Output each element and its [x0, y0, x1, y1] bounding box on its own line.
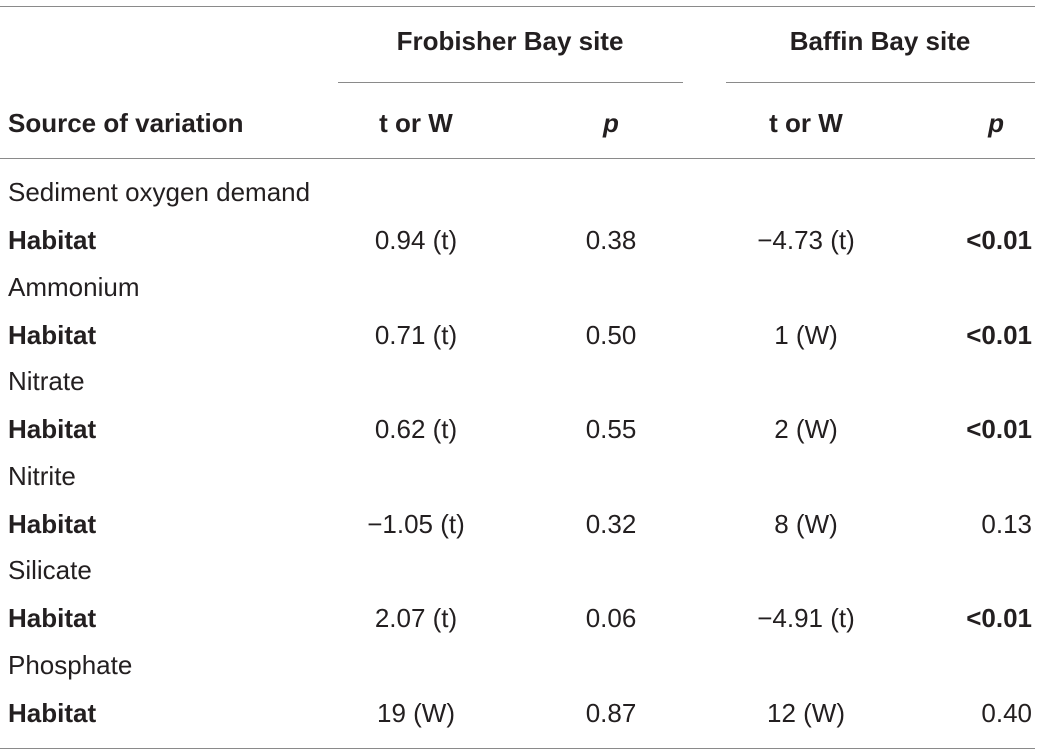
- row-label: Habitat: [8, 225, 97, 255]
- frobisher-p-cell: 0.32: [585, 508, 637, 539]
- baffin-stat-cell: 12 (W): [767, 697, 845, 728]
- baffin-stat-cell: 2 (W): [774, 414, 838, 444]
- section-label: Sediment oxygen demand: [8, 177, 311, 207]
- row-label: Habitat: [8, 319, 97, 350]
- header-bottom-rule: [0, 158, 1035, 159]
- frobisher-p-cell: 0.55: [585, 414, 637, 444]
- section-label: Ammonium: [8, 271, 140, 302]
- frobisher-p-cell: 0.87: [585, 697, 637, 728]
- row-label: Habitat: [8, 414, 97, 444]
- baffin-stat-cell: −4.73 (t): [757, 225, 855, 255]
- baffin-p-column-header: p: [988, 108, 1004, 138]
- section-label: Silicate: [8, 555, 92, 585]
- source-column-header: Source of variation: [8, 108, 244, 138]
- baffin-p-cell: <0.01: [966, 603, 1032, 633]
- row-label: Habitat: [8, 697, 97, 728]
- baffin-stat-column-header: t or W: [769, 108, 843, 138]
- frobisher-stat-cell: 2.07 (t): [374, 603, 458, 633]
- frobisher-p-cell: 0.50: [585, 319, 637, 350]
- baffin-p-cell: 0.13: [981, 508, 1032, 539]
- frobisher-p-column-header: p: [603, 108, 619, 138]
- frobisher-stat-cell: 19 (W): [377, 697, 455, 728]
- table-bottom-rule: [0, 748, 1035, 749]
- frobisher-stat-cell: 0.71 (t): [374, 319, 458, 350]
- baffin-group-rule: [726, 82, 1035, 83]
- baffin-p-cell: 0.40: [981, 697, 1032, 728]
- frobisher-stat-cell: −1.05 (t): [367, 508, 465, 539]
- frobisher-p-cell: 0.38: [585, 225, 637, 255]
- row-label: Habitat: [8, 603, 97, 633]
- baffin-p-cell: <0.01: [966, 319, 1032, 350]
- section-label: Phosphate: [8, 649, 133, 680]
- table-top-rule: [0, 6, 1035, 7]
- frobisher-group-rule: [338, 82, 683, 83]
- baffin-stat-cell: 8 (W): [774, 508, 838, 539]
- frobisher-p-cell: 0.06: [585, 603, 637, 633]
- baffin-p-cell: <0.01: [966, 225, 1032, 255]
- baffin-stat-cell: 1 (W): [774, 319, 838, 350]
- frobisher-group-header: Frobisher Bay site: [396, 26, 624, 56]
- frobisher-stat-cell: 0.62 (t): [374, 414, 458, 444]
- baffin-p-cell: <0.01: [966, 414, 1032, 444]
- section-label: Nitrite: [8, 460, 76, 491]
- baffin-stat-cell: −4.91 (t): [757, 603, 855, 633]
- row-label: Habitat: [8, 508, 97, 539]
- frobisher-stat-cell: 0.94 (t): [374, 225, 458, 255]
- frobisher-stat-column-header: t or W: [379, 108, 453, 138]
- section-label: Nitrate: [8, 366, 85, 396]
- baffin-group-header: Baffin Bay site: [789, 26, 971, 56]
